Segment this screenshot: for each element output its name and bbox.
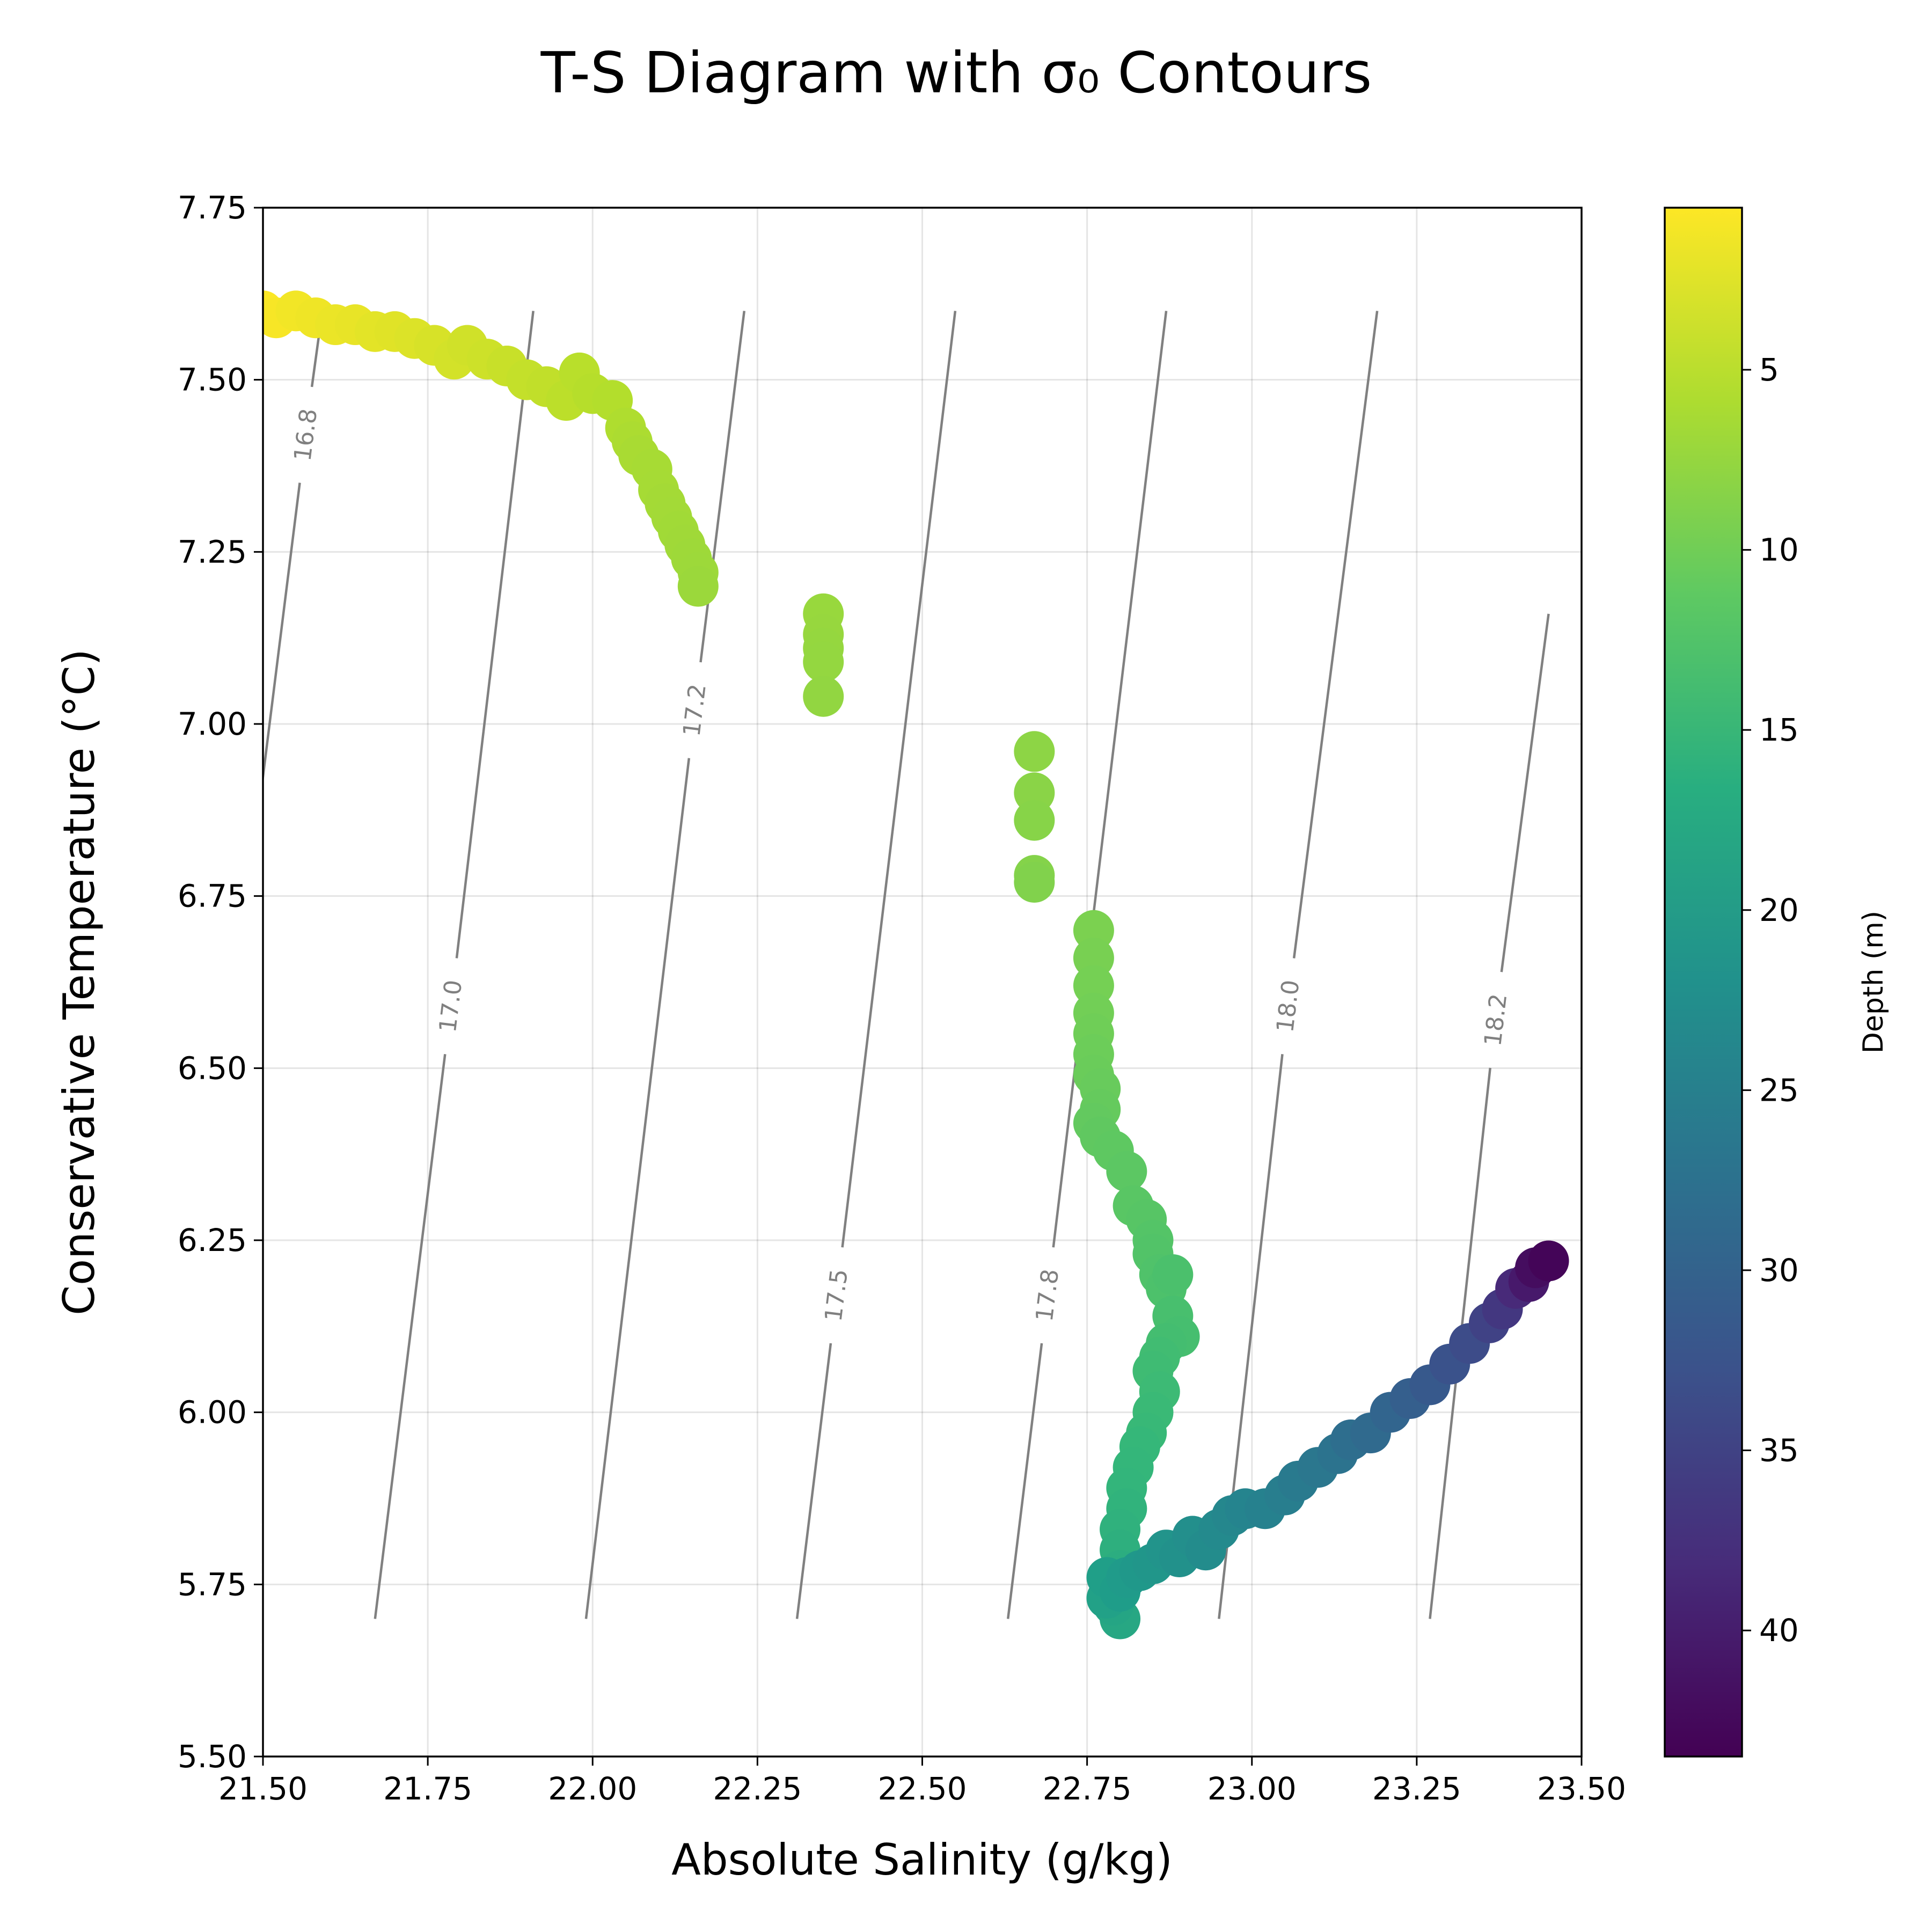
colorbar-tick-label: 10 [1759,532,1799,568]
data-point [1014,862,1055,903]
contour-line [1052,311,1168,1248]
x-tick-label: 22.50 [877,1770,967,1807]
x-axis-ticks: 21.50 21.75 22.00 22.25 22.50 22.75 23.00 23.25… [218,1757,1626,1807]
data-point [1014,731,1055,772]
y-tick-label: 7.75 [178,189,247,226]
plot-background [263,208,1582,1757]
y-axis-label: Conservative Temperature (°C) [54,649,104,1315]
contour-label: 18.2 [1479,992,1512,1048]
x-tick-label: 22.25 [713,1770,802,1807]
contour-label: 16.8 [289,407,323,463]
y-tick-label: 6.25 [178,1222,247,1258]
contour-line [1292,311,1379,958]
x-tick-label: 23.50 [1537,1770,1626,1807]
colorbar-tick-label: 40 [1759,1612,1799,1649]
y-tick-label: 7.00 [178,706,247,742]
contour-line [455,311,535,958]
x-tick-label: 22.00 [548,1770,637,1807]
contour-line [374,1053,447,1619]
colorbar: 5 10 15 20 25 30 35 40 Depth (m) [1664,207,1890,1758]
data-points [263,290,1569,1640]
colorbar-ticks: 5 10 15 20 25 30 35 40 [1742,352,1799,1649]
plot-area: 16.817.017.217.5 17.818.0 18.2 21.50 21.75 2… [178,189,1626,1807]
x-tick-label: 22.75 [1043,1770,1132,1807]
colorbar-tick-label: 20 [1759,892,1799,928]
contour-line [263,482,301,787]
data-point [1528,1240,1569,1282]
contour-line [1006,1343,1043,1619]
colorbar-tick-label: 25 [1759,1072,1799,1108]
y-axis-ticks: 5.50 5.75 6.00 6.25 6.50 6.75 7.00 7.25 7.50 7.75 [178,189,263,1775]
contour-label: 17.2 [678,683,711,738]
data-point [803,641,844,683]
x-tick-label: 21.75 [383,1770,472,1807]
contour-line [841,311,957,1248]
sigma0-contours: 16.8 17.0 17.2 17.5 17.8 18.0 18.2 [263,311,1550,1619]
data-point [1152,1254,1194,1296]
colorbar-tick-label: 15 [1759,712,1799,748]
y-tick-label: 7.50 [178,362,247,398]
contour-line [1500,613,1550,972]
y-tick-label: 5.75 [178,1566,247,1602]
y-tick-label: 6.75 [178,878,247,914]
contour-line [795,1343,832,1619]
colorbar-tick-label: 30 [1759,1252,1799,1289]
data-point [803,676,844,717]
colorbar-tick-label: 5 [1759,352,1779,388]
contour-label: 17.5 [820,1268,853,1323]
x-tick-label: 21.50 [218,1770,308,1807]
y-tick-label: 5.50 [178,1738,247,1775]
y-tick-label: 6.00 [178,1394,247,1431]
y-tick-label: 7.25 [178,533,247,570]
chart-title: T-S Diagram with σ₀ Contours [540,40,1372,106]
contour-line [584,758,691,1619]
colorbar-gradient [1664,207,1743,1758]
x-tick-label: 23.00 [1208,1770,1297,1807]
contour-label: 17.8 [1031,1268,1064,1323]
x-axis-label: Absolute Salinity (g/kg) [671,1835,1173,1885]
y-tick-label: 6.50 [178,1050,247,1086]
data-point [1106,1151,1147,1192]
colorbar-label: Depth (m) [1857,911,1890,1053]
data-point [1014,800,1055,841]
contour-label: 17.0 [434,978,467,1034]
data-point [677,566,719,607]
contour-label: 18.0 [1271,978,1305,1034]
colorbar-tick-label: 35 [1759,1432,1799,1469]
x-tick-label: 23.25 [1372,1770,1461,1807]
